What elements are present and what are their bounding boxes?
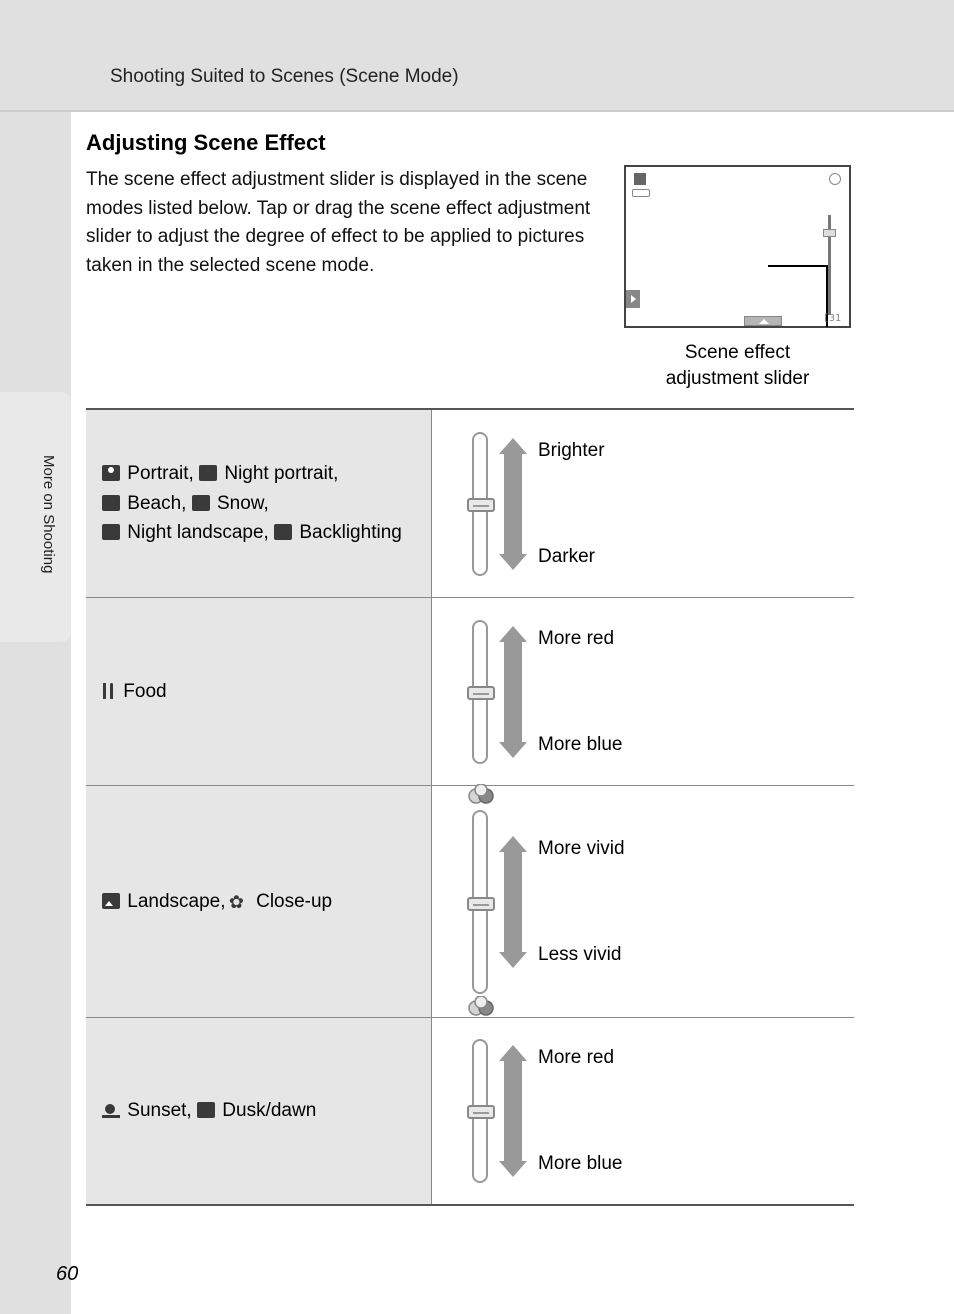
- modes-cell: Sunset, Dusk/dawn: [86, 1018, 432, 1204]
- effect-slider[interactable]: [472, 620, 488, 764]
- effect-slider[interactable]: [472, 1039, 488, 1183]
- slider-handle[interactable]: [467, 498, 495, 512]
- preview-play-icon: [626, 290, 640, 308]
- modes-cell: Landscape, Close-up: [86, 786, 432, 1017]
- slider-handle[interactable]: [467, 1105, 495, 1119]
- preview-slider-handle[interactable]: [823, 229, 836, 237]
- section-body: The scene effect adjustment slider is di…: [86, 166, 596, 280]
- table-row: Food More red More blue: [86, 598, 854, 786]
- slider-bottom-label: More blue: [538, 1153, 623, 1175]
- landscape-icon: [102, 893, 120, 909]
- up-down-arrow-icon: [504, 850, 522, 954]
- mode-label: Backlighting: [294, 522, 402, 543]
- dusk-icon: [197, 1102, 215, 1118]
- section-title: Adjusting Scene Effect: [86, 130, 856, 156]
- mode-label: Food: [118, 681, 167, 702]
- preview-callout: [768, 265, 828, 267]
- preview-screen: [31: [624, 165, 851, 328]
- scene-effect-table: Portrait, Night portrait, Beach, Snow, N…: [86, 408, 854, 1206]
- slider-cell: Brighter Darker: [432, 410, 854, 597]
- page-number: 60: [56, 1263, 78, 1286]
- slider-labels: Brighter Darker: [538, 440, 605, 568]
- effect-slider[interactable]: [472, 810, 488, 994]
- slider-handle[interactable]: [467, 897, 495, 911]
- preview-caption: Scene effect adjustment slider: [624, 340, 851, 391]
- slider-cell: More vivid Less vivid: [432, 786, 854, 1017]
- slider-bottom-label: Darker: [538, 546, 605, 568]
- generic-icon: [274, 524, 292, 540]
- table-row: Sunset, Dusk/dawn More red More blue: [86, 1018, 854, 1206]
- generic-icon: [102, 524, 120, 540]
- modes-cell: Food: [86, 598, 432, 785]
- vivid-top-icon: [467, 784, 495, 808]
- mode-label: Close-up: [251, 891, 332, 912]
- preview-mode-icon: [632, 189, 650, 197]
- up-down-arrow-icon: [504, 640, 522, 744]
- header-text: Shooting Suited to Scenes (Scene Mode): [110, 66, 459, 87]
- mode-label: Landscape,: [122, 891, 231, 912]
- preview-up-icon: [744, 316, 782, 326]
- slider-top-label: More red: [538, 628, 623, 650]
- mode-label: Sunset,: [122, 1100, 197, 1121]
- vivid-bottom-icon: [467, 996, 495, 1020]
- slider-labels: More red More blue: [538, 1047, 623, 1175]
- portrait-icon: [102, 465, 120, 481]
- up-down-arrow-icon: [504, 1059, 522, 1163]
- table-row: Portrait, Night portrait, Beach, Snow, N…: [86, 410, 854, 598]
- mode-label: Snow,: [212, 493, 269, 514]
- slider-handle[interactable]: [467, 686, 495, 700]
- sunset-icon: [102, 1102, 120, 1118]
- mode-label: Dusk/dawn: [217, 1100, 316, 1121]
- mode-label: Night portrait,: [219, 463, 338, 484]
- up-down-arrow-icon: [504, 452, 522, 556]
- effect-slider[interactable]: [472, 432, 488, 576]
- closeup-icon: [231, 893, 249, 909]
- page-header: Shooting Suited to Scenes (Scene Mode): [0, 0, 954, 112]
- slider-cell: More red More blue: [432, 598, 854, 785]
- preview-counter: [31: [823, 313, 841, 324]
- generic-icon: [102, 495, 120, 511]
- slider-labels: More red More blue: [538, 628, 623, 756]
- mode-label: Beach,: [122, 493, 192, 514]
- generic-icon: [192, 495, 210, 511]
- slider-bottom-label: Less vivid: [538, 944, 625, 966]
- preview-antishake-icon: [829, 173, 841, 185]
- slider-cell: More red More blue: [432, 1018, 854, 1204]
- modes-cell: Portrait, Night portrait, Beach, Snow, N…: [86, 410, 432, 597]
- slider-top-label: More vivid: [538, 838, 625, 860]
- side-tab-label: More on Shooting: [40, 455, 57, 573]
- mode-label: Portrait,: [122, 463, 199, 484]
- generic-icon: [199, 465, 217, 481]
- preview-flash-icon: [634, 173, 646, 185]
- slider-labels: More vivid Less vivid: [538, 838, 625, 966]
- slider-top-label: More red: [538, 1047, 623, 1069]
- slider-top-label: Brighter: [538, 440, 605, 462]
- slider-bottom-label: More blue: [538, 734, 623, 756]
- mode-label: Night landscape,: [122, 522, 274, 543]
- table-row: Landscape, Close-up More vivid Less vivid: [86, 786, 854, 1018]
- food-icon: [102, 683, 116, 699]
- side-tab-bg: [0, 392, 71, 642]
